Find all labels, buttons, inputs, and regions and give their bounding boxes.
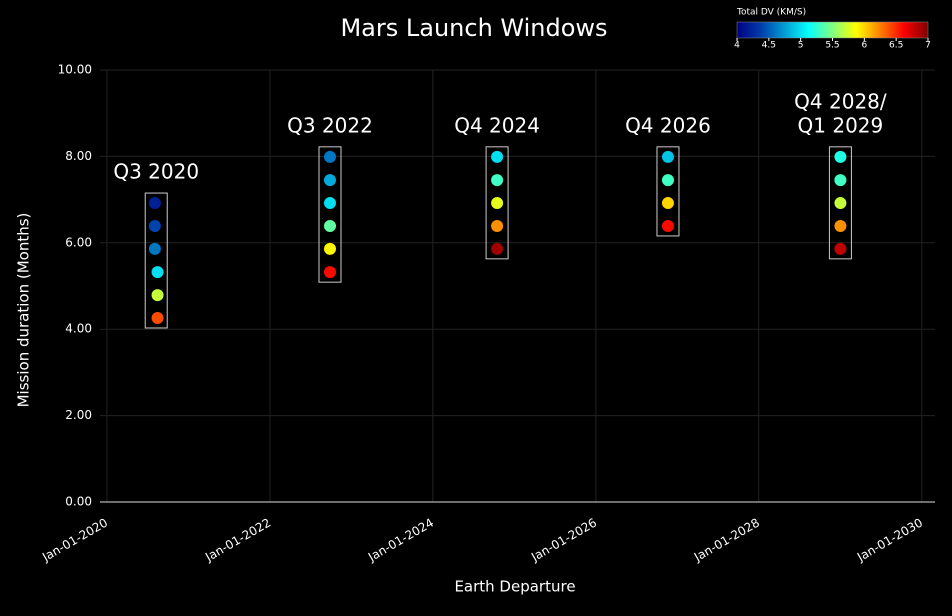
point [151,266,164,279]
colorbar-title: Total DV (KM/S) [736,8,806,18]
window-box [144,192,168,329]
point [834,242,847,255]
colorbar-tick-label: 5.5 [825,41,839,51]
point [491,197,504,210]
point [148,219,161,232]
point [151,289,164,302]
point [661,197,674,210]
window-label: Q4 2028/ [794,89,887,113]
point [151,311,164,324]
point [148,197,161,210]
colorbar-tick-label: 7 [925,41,931,51]
y-tick-label: 10.00 [58,63,92,77]
point [323,266,336,279]
point [661,219,674,232]
window-box [485,146,509,260]
colorbar-tick-label: 6 [861,41,867,51]
y-tick-label: 0.00 [65,495,92,509]
colorbar-tick-label: 6.5 [889,41,903,51]
point [148,242,161,255]
point [323,242,336,255]
y-tick-label: 6.00 [65,235,92,249]
x-axis-title: Earth Departure [454,578,575,596]
point [323,174,336,187]
window-box [828,146,852,260]
point [491,174,504,187]
point [661,174,674,187]
point [491,219,504,232]
chart-title: Mars Launch Windows [340,14,607,42]
window-label: Q3 2020 [113,160,199,184]
window-label: Q4 2026 [625,113,711,137]
colorbar-tick-label: 5 [798,41,804,51]
window-label: Q4 2024 [454,113,540,137]
point [661,150,674,163]
point [491,150,504,163]
y-tick-label: 4.00 [65,322,92,336]
point [834,150,847,163]
colorbar-tick-label: 4.5 [762,41,776,51]
point [323,150,336,163]
point [834,219,847,232]
point [491,242,504,255]
window-box [656,146,680,237]
window-label: Q3 2022 [287,113,373,137]
window-box [318,146,342,283]
window-label: Q1 2029 [798,113,884,137]
point [323,197,336,210]
y-tick-label: 8.00 [65,149,92,163]
y-axis-title: Mission duration (Months) [15,213,33,408]
colorbar [736,21,929,39]
y-tick-label: 2.00 [65,408,92,422]
point [834,174,847,187]
point [323,219,336,232]
colorbar-tick-label: 4 [734,41,740,51]
point [834,197,847,210]
